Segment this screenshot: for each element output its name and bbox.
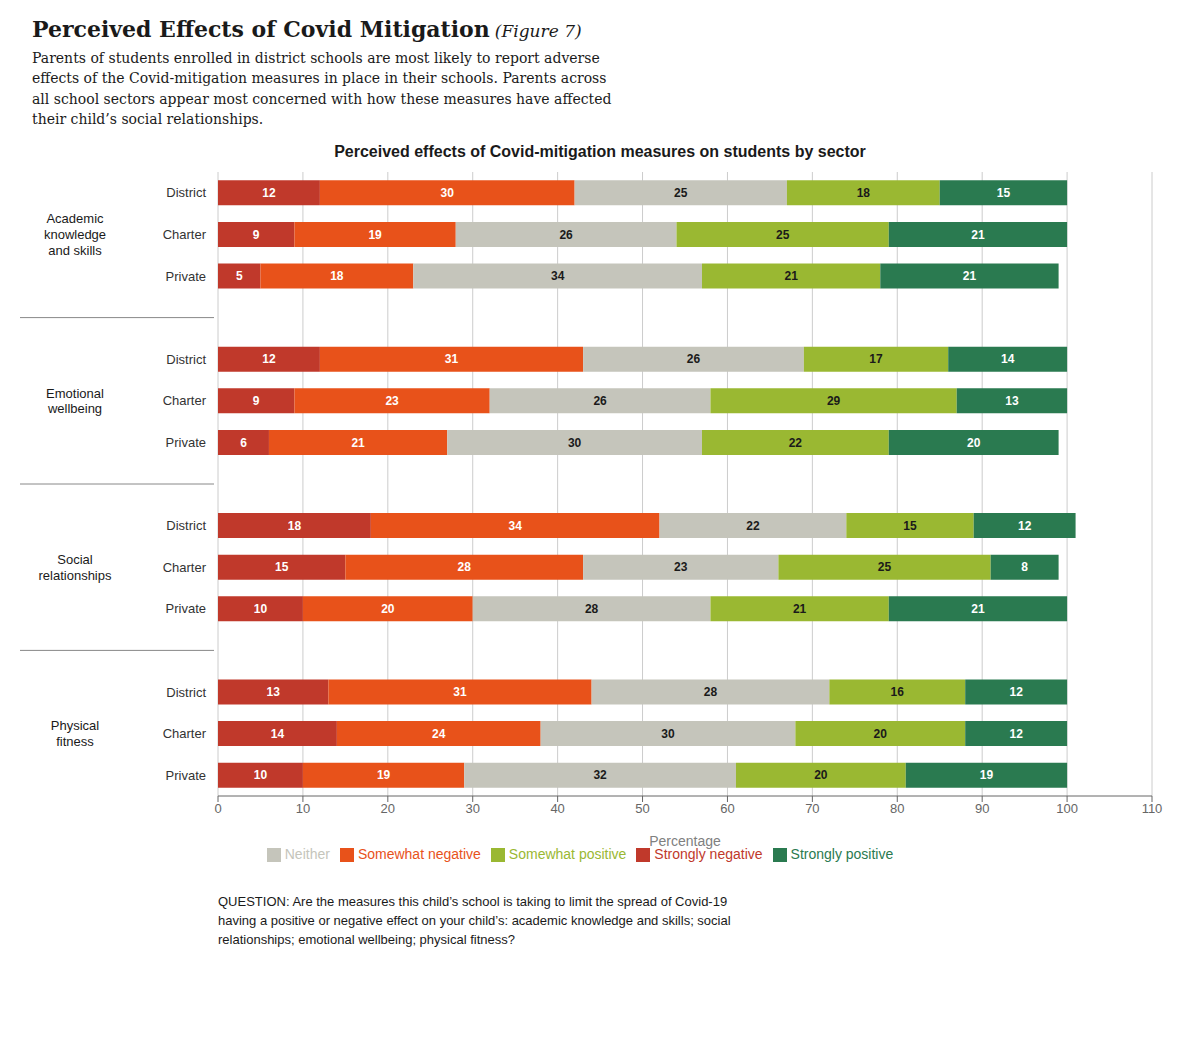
svg-text:Charter: Charter [163, 394, 207, 409]
svg-text:23: 23 [385, 394, 399, 408]
svg-text:21: 21 [351, 436, 365, 450]
svg-text:26: 26 [593, 394, 607, 408]
svg-text:6: 6 [240, 436, 247, 450]
svg-text:19: 19 [368, 228, 382, 242]
svg-text:Percentage: Percentage [649, 833, 721, 849]
svg-text:32: 32 [593, 769, 607, 783]
svg-text:21: 21 [793, 602, 807, 616]
svg-text:30: 30 [441, 186, 455, 200]
svg-text:13: 13 [267, 685, 281, 699]
svg-text:12: 12 [1009, 727, 1023, 741]
svg-text:50: 50 [635, 801, 649, 816]
svg-text:60: 60 [720, 801, 734, 816]
html-text:QUESTION: Are the measures thi: QUESTION: Are the measures this child’s … [218, 894, 731, 947]
html-text:Strongly negative: Strongly negative [654, 846, 763, 863]
svg-text:18: 18 [857, 186, 871, 200]
svg-text:14: 14 [271, 727, 285, 741]
svg-text:Private: Private [166, 435, 206, 450]
html-text:Parents of students enrolled i: Parents of students enrolled in district… [32, 50, 612, 127]
svg-text:17: 17 [869, 353, 883, 367]
svg-text:90: 90 [975, 801, 989, 816]
svg-text:Private: Private [166, 269, 206, 284]
svg-text:13: 13 [1005, 394, 1019, 408]
svg-text:15: 15 [997, 186, 1011, 200]
svg-text:16: 16 [891, 685, 905, 699]
svg-text:25: 25 [776, 228, 790, 242]
svg-text:Private: Private [166, 602, 206, 617]
svg-text:15: 15 [903, 519, 917, 533]
html-text:Strongly positive: Strongly positive [790, 846, 894, 863]
svg-text:31: 31 [445, 353, 459, 367]
svg-text:25: 25 [878, 561, 892, 575]
svg-text:20: 20 [381, 602, 395, 616]
svg-text:0: 0 [214, 801, 221, 816]
svg-text:34: 34 [551, 269, 565, 283]
svg-text:9: 9 [253, 228, 260, 242]
svg-text:12: 12 [262, 186, 276, 200]
svg-text:12: 12 [1009, 685, 1023, 699]
svg-text:21: 21 [963, 269, 977, 283]
svg-text:110: 110 [1142, 801, 1163, 816]
svg-text:12: 12 [262, 353, 276, 367]
svg-text:70: 70 [805, 801, 819, 816]
html-text:Neither: Neither [284, 846, 330, 863]
svg-text:Private: Private [166, 768, 206, 783]
html-text:Perceived Effects of Covid Mit: Perceived Effects of Covid Mitigation (F… [32, 16, 582, 42]
svg-text:12: 12 [1018, 519, 1032, 533]
svg-text:30: 30 [661, 727, 675, 741]
svg-text:19: 19 [377, 769, 391, 783]
svg-text:23: 23 [674, 561, 688, 575]
svg-text:10: 10 [296, 801, 310, 816]
svg-text:21: 21 [971, 602, 985, 616]
svg-text:Charter: Charter [163, 726, 207, 741]
svg-text:Academicknowledgeand skills: Academicknowledgeand skills [44, 212, 106, 258]
svg-text:District: District [166, 518, 206, 533]
svg-text:10: 10 [254, 602, 268, 616]
svg-text:28: 28 [704, 685, 718, 699]
svg-text:34: 34 [509, 519, 523, 533]
svg-text:24: 24 [432, 727, 446, 741]
svg-text:31: 31 [453, 685, 467, 699]
svg-text:29: 29 [827, 394, 841, 408]
html-text:Somewhat negative: Somewhat negative [357, 846, 481, 863]
svg-text:District: District [166, 186, 206, 201]
svg-text:28: 28 [585, 602, 599, 616]
svg-text:Charter: Charter [163, 560, 207, 575]
svg-text:Charter: Charter [163, 227, 207, 242]
svg-text:20: 20 [814, 769, 828, 783]
svg-text:21: 21 [971, 228, 985, 242]
svg-text:28: 28 [458, 561, 472, 575]
svg-text:5: 5 [236, 269, 243, 283]
svg-text:19: 19 [980, 769, 994, 783]
svg-text:30: 30 [568, 436, 582, 450]
svg-text:Socialrelationships: Socialrelationships [39, 552, 112, 583]
svg-text:20: 20 [381, 801, 395, 816]
svg-text:18: 18 [330, 269, 344, 283]
svg-text:26: 26 [559, 228, 573, 242]
svg-text:100: 100 [1056, 801, 1078, 816]
svg-text:22: 22 [789, 436, 803, 450]
svg-text:District: District [166, 352, 206, 367]
svg-text:15: 15 [275, 561, 289, 575]
svg-text:Physicalfitness: Physicalfitness [51, 719, 100, 750]
svg-text:20: 20 [967, 436, 981, 450]
svg-text:9: 9 [253, 394, 260, 408]
html-text:Perceived effects of Covid-mit: Perceived effects of Covid-mitigation me… [334, 143, 866, 161]
svg-text:22: 22 [746, 519, 760, 533]
svg-text:20: 20 [874, 727, 888, 741]
svg-text:80: 80 [890, 801, 904, 816]
svg-text:District: District [166, 685, 206, 700]
svg-text:21: 21 [784, 269, 798, 283]
svg-text:8: 8 [1021, 561, 1028, 575]
svg-text:25: 25 [674, 186, 688, 200]
svg-text:40: 40 [550, 801, 564, 816]
svg-text:30: 30 [465, 801, 479, 816]
html-text:Somewhat positive: Somewhat positive [508, 846, 627, 863]
svg-text:14: 14 [1001, 353, 1015, 367]
svg-text:Emotionalwellbeing: Emotionalwellbeing [46, 386, 104, 417]
svg-text:18: 18 [288, 519, 302, 533]
svg-text:26: 26 [687, 353, 701, 367]
svg-text:10: 10 [254, 769, 268, 783]
